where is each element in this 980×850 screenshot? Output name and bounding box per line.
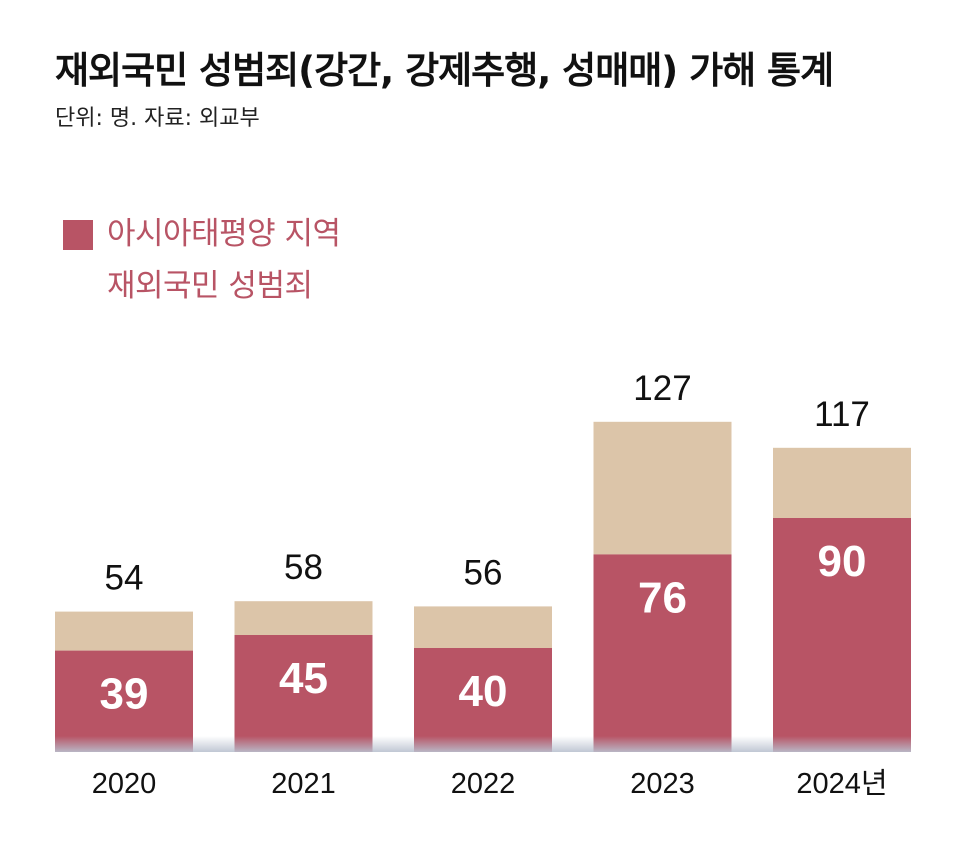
data-label-inside-4: 90 xyxy=(818,537,867,586)
chart-title: 재외국민 성범죄(강간, 강제추행, 성매매) 가해 통계 xyxy=(55,49,834,92)
data-label-inside-1: 45 xyxy=(279,654,328,703)
bar-asia-pacific-1 xyxy=(234,635,373,752)
chart-subtitle: 단위: 명. 자료: 외교부 xyxy=(55,106,260,132)
x-tick-label-0: 2020 xyxy=(92,768,157,800)
baseline-band xyxy=(55,736,911,752)
data-label-total-3: 127 xyxy=(633,369,691,408)
data-label-inside-0: 39 xyxy=(100,670,149,719)
data-label-total-4: 117 xyxy=(814,395,870,434)
legend-label: 아시아태평양 지역 재외국민 성범죄 xyxy=(107,208,341,312)
bar-other-0 xyxy=(55,611,193,651)
bar-other-2 xyxy=(414,606,552,648)
x-tick-label-3: 2023 xyxy=(630,768,695,800)
bar-asia-pacific-2 xyxy=(414,648,552,752)
data-label-inside-3: 76 xyxy=(638,573,687,622)
bar-asia-pacific-0 xyxy=(55,650,193,752)
bar-asia-pacific-3 xyxy=(593,554,732,752)
legend-label-line-1: 아시아태평양 지역 xyxy=(107,216,341,252)
data-label-inside-2: 40 xyxy=(459,667,508,716)
data-label-total-2: 56 xyxy=(464,553,503,592)
data-label-total-1: 58 xyxy=(284,548,323,587)
title-block: 재외국민 성범죄(강간, 강제추행, 성매매) 가해 통계 단위: 명. 자료:… xyxy=(55,48,945,132)
legend: 아시아태평양 지역 재외국민 성범죄 xyxy=(63,208,341,312)
legend-label-line-2: 재외국민 성범죄 xyxy=(107,268,313,304)
x-tick-label-4: 2024년 xyxy=(796,768,887,800)
x-tick-label-2: 2022 xyxy=(451,768,516,800)
bar-asia-pacific-4 xyxy=(773,518,911,752)
data-label-total-0: 54 xyxy=(105,559,144,598)
bar-other-1 xyxy=(234,601,373,635)
bar-other-3 xyxy=(593,421,732,555)
x-tick-label-1: 2021 xyxy=(271,768,336,800)
legend-swatch xyxy=(63,220,93,250)
bar-other-4 xyxy=(773,447,911,518)
